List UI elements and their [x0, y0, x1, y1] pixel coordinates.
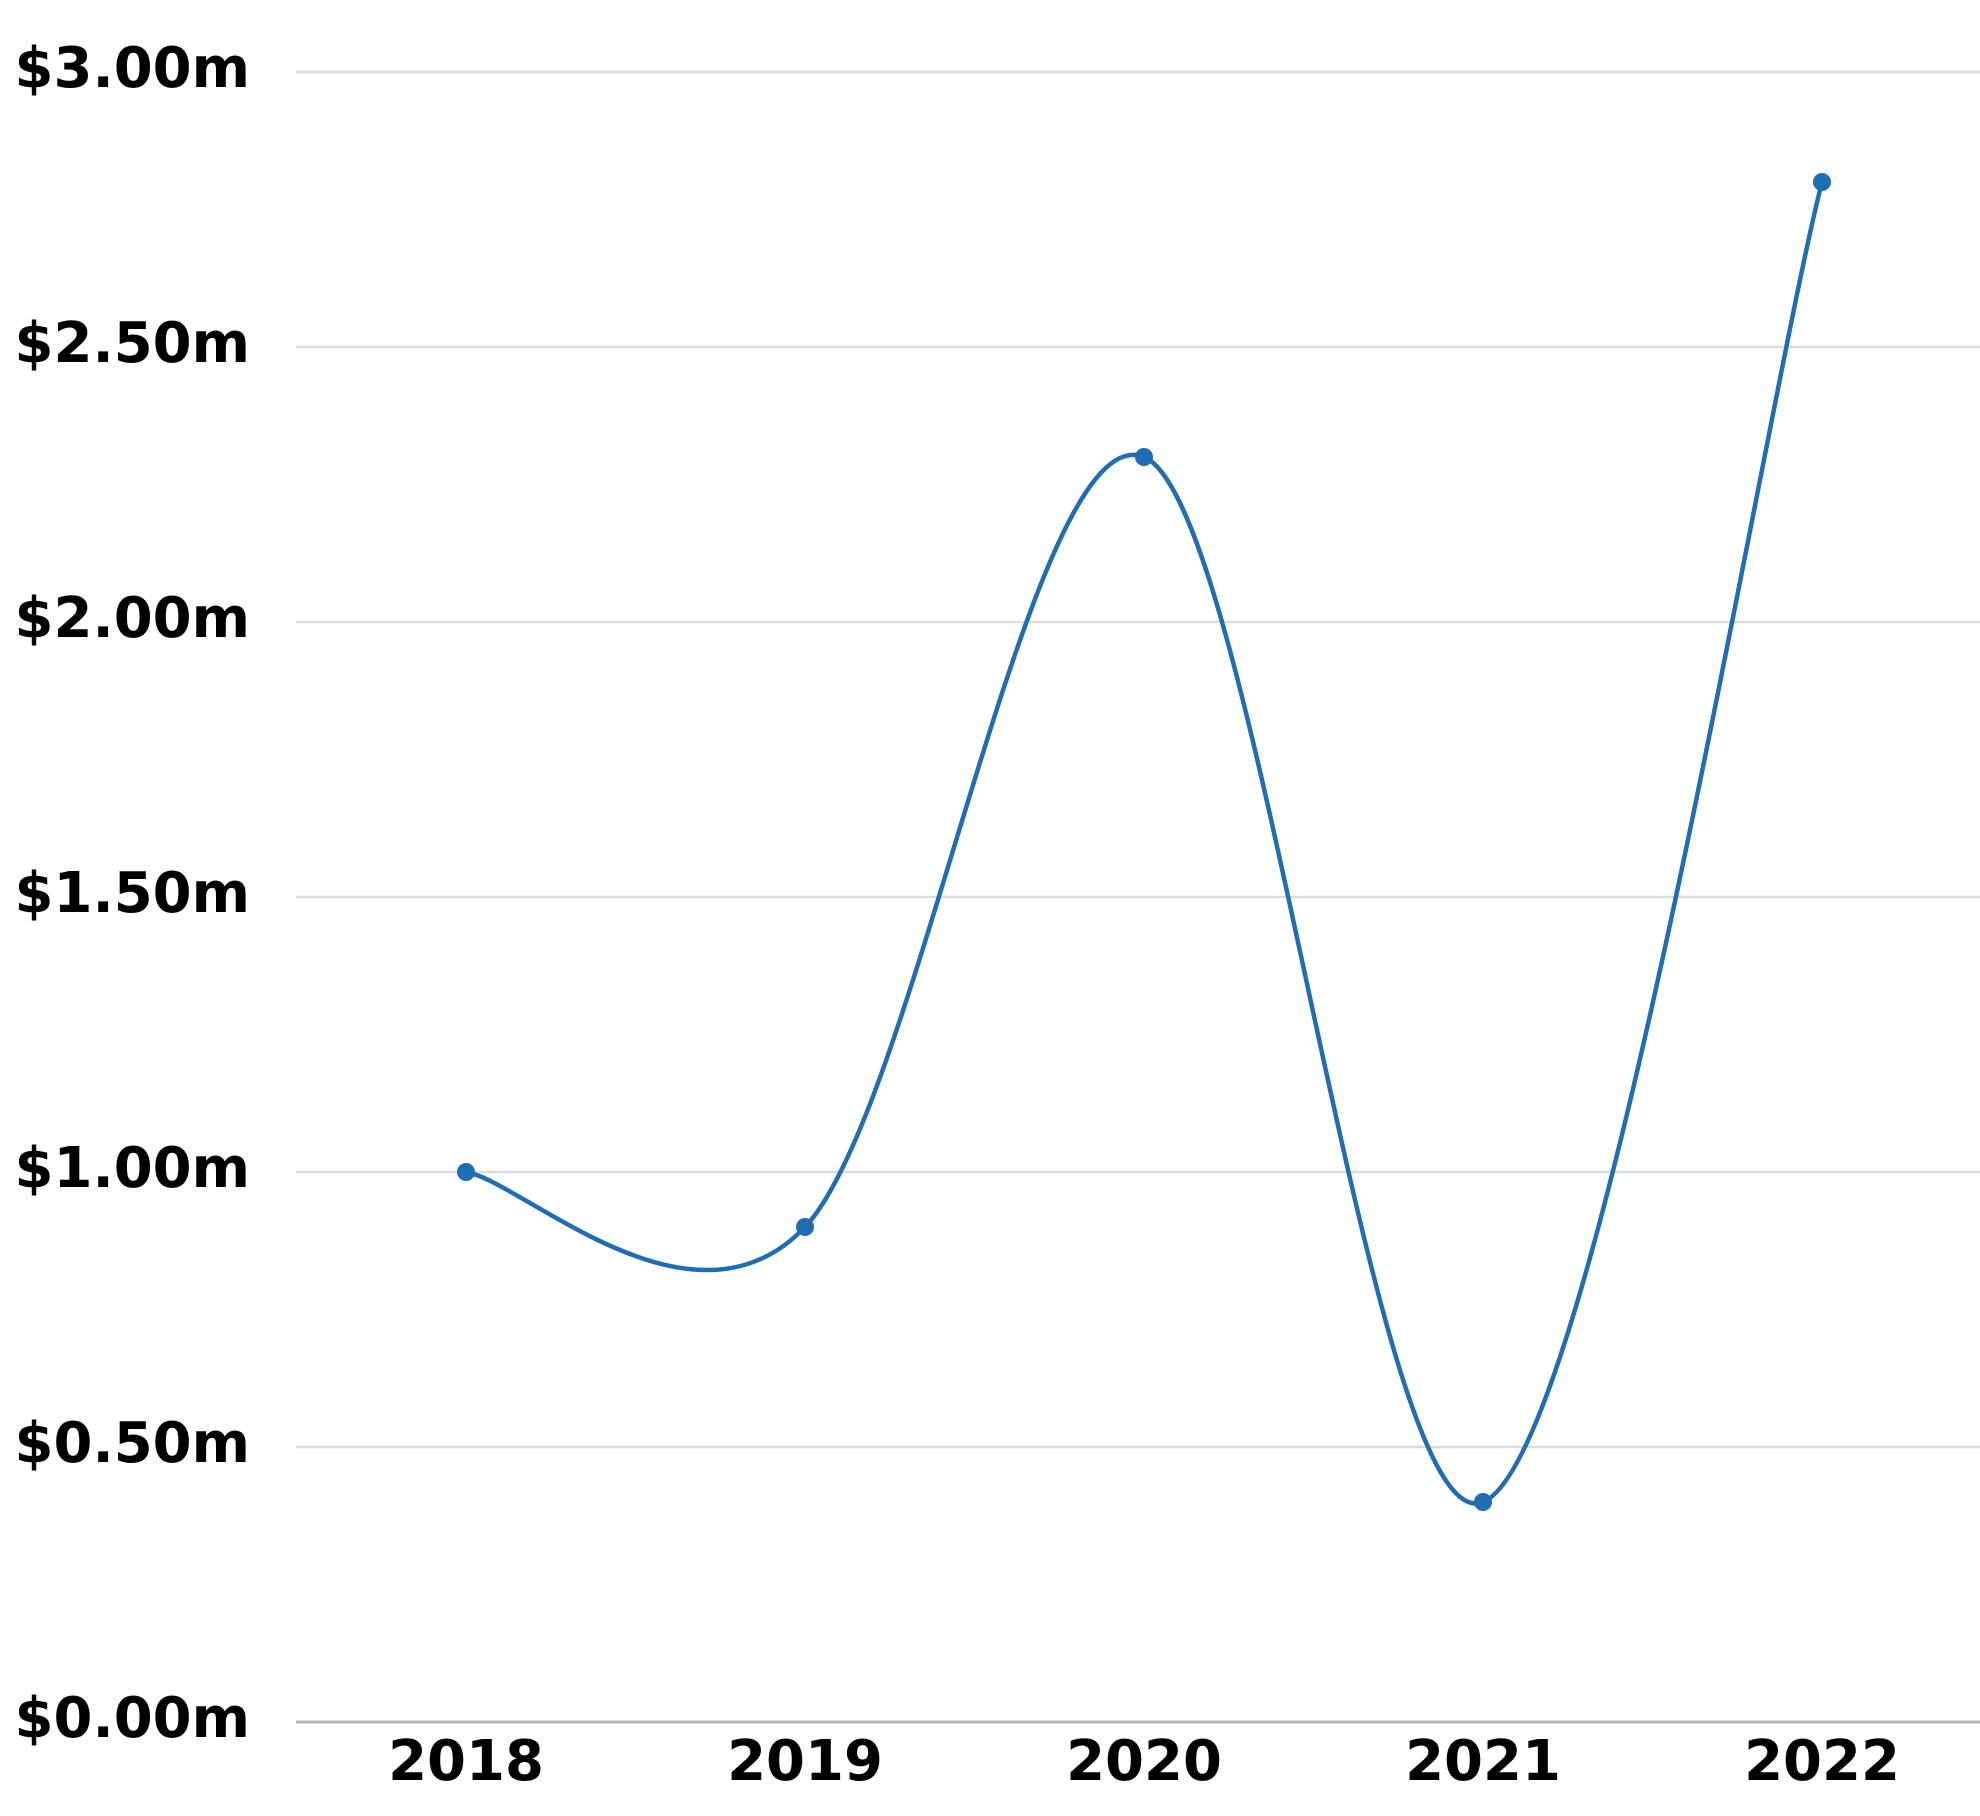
data-point-2019 [796, 1218, 814, 1236]
y-tick-label: $2.00m [15, 586, 250, 651]
data-point-2021 [1474, 1493, 1492, 1511]
y-tick-label: $3.00m [15, 36, 250, 101]
x-tick-label: 2019 [727, 1729, 883, 1794]
y-tick-label: $1.50m [15, 861, 250, 926]
series-line [463, 179, 1825, 1506]
x-axis: 2018 2019 2020 2021 2022 [388, 1729, 1900, 1794]
gridlines [296, 70, 1980, 1724]
x-tick-label: 2022 [1744, 1729, 1900, 1794]
x-tick-label: 2018 [388, 1729, 544, 1794]
y-tick-label: $0.00m [15, 1686, 250, 1751]
data-point-2022 [1813, 173, 1831, 191]
x-tick-label: 2020 [1066, 1729, 1222, 1794]
x-tick-label: 2021 [1405, 1729, 1561, 1794]
data-point-2020 [1135, 448, 1153, 466]
data-point-2018 [457, 1163, 475, 1181]
y-tick-label: $1.00m [15, 1136, 250, 1201]
y-tick-label: $0.50m [15, 1411, 250, 1476]
markers-layer [457, 173, 1831, 1511]
y-tick-label: $2.50m [15, 311, 250, 376]
y-axis: $0.00m $0.50m $1.00m $1.50m $2.00m $2.50m $3.0… [15, 36, 250, 1751]
series-layer [463, 179, 1825, 1506]
